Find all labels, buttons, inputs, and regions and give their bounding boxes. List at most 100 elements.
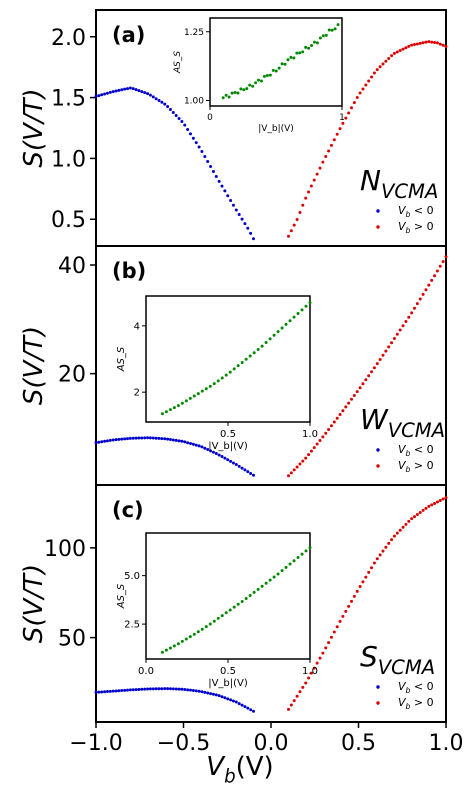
- inset-x-tick-label: 1.0: [302, 429, 318, 440]
- inset-data-point: [301, 50, 305, 54]
- inset-data-point: [264, 341, 268, 345]
- data-point-positive: [441, 43, 445, 47]
- data-point-negative: [217, 453, 221, 457]
- data-point-negative: [114, 438, 118, 442]
- y-tick-label: 20: [58, 363, 86, 388]
- data-point-positive: [418, 41, 422, 45]
- data-point-negative: [120, 689, 124, 693]
- data-point-negative: [226, 458, 230, 462]
- inset-data-point: [220, 614, 224, 618]
- data-point-positive: [392, 51, 396, 55]
- data-point-negative: [249, 708, 253, 712]
- data-point-positive: [324, 431, 328, 435]
- inset-data-point: [310, 43, 314, 47]
- inset-data-point: [227, 95, 231, 99]
- data-point-negative: [183, 687, 187, 691]
- data-point-negative: [160, 100, 164, 104]
- data-point-negative: [246, 226, 250, 230]
- inset-data-point: [292, 559, 296, 563]
- data-point-positive: [398, 49, 402, 53]
- data-point-positive: [435, 500, 439, 504]
- data-point-positive: [427, 40, 431, 44]
- data-point-positive: [370, 75, 374, 79]
- data-point-negative: [231, 699, 235, 703]
- data-point-negative: [140, 687, 144, 691]
- data-point-negative: [203, 446, 207, 450]
- data-point-negative: [194, 689, 198, 693]
- data-point-positive: [390, 538, 394, 542]
- inset-data-point: [160, 412, 164, 416]
- data-point-positive: [352, 594, 356, 598]
- data-point-negative: [240, 217, 244, 221]
- data-point-positive: [355, 95, 359, 99]
- legend-marker: [376, 685, 380, 689]
- data-point-positive: [358, 91, 362, 95]
- data-point-positive: [435, 41, 439, 45]
- data-point-positive: [292, 223, 296, 227]
- data-point-negative: [103, 92, 107, 96]
- data-point-positive: [329, 635, 333, 639]
- data-point-positive: [410, 311, 414, 315]
- inset-data-point: [216, 616, 220, 620]
- inset-y-tick-label: 2.5: [124, 620, 140, 631]
- data-point-positive: [307, 453, 311, 457]
- inset-data-point: [260, 344, 264, 348]
- data-point-negative: [140, 436, 144, 440]
- data-point-negative: [120, 88, 124, 92]
- y-tick-label: 1.5: [51, 87, 86, 112]
- data-point-negative: [148, 436, 152, 440]
- data-point-negative: [237, 702, 241, 706]
- data-point-positive: [415, 513, 419, 517]
- data-point-negative: [123, 688, 127, 692]
- data-point-positive: [404, 319, 408, 323]
- data-point-positive: [424, 506, 428, 510]
- data-point-negative: [94, 441, 98, 445]
- data-point-positive: [378, 553, 382, 557]
- data-point-positive: [392, 534, 396, 538]
- data-point-negative: [223, 456, 227, 460]
- inset-data-point: [172, 644, 176, 648]
- inset-data-point: [242, 88, 246, 92]
- inset-data-point: [212, 619, 216, 623]
- inset-y-axis-label: AS_S: [116, 346, 127, 372]
- inset-data-point: [298, 51, 302, 55]
- data-point-negative: [220, 455, 224, 459]
- data-point-negative: [137, 687, 141, 691]
- inset-data-point: [236, 91, 240, 95]
- inset-data-point: [330, 28, 334, 32]
- data-point-positive: [427, 283, 431, 287]
- data-point-positive: [292, 699, 296, 703]
- data-point-negative: [223, 696, 227, 700]
- data-point-negative: [180, 687, 184, 691]
- data-point-negative: [206, 448, 210, 452]
- data-point-negative: [126, 688, 129, 692]
- inset-data-point: [196, 630, 200, 634]
- data-point-negative: [243, 705, 247, 709]
- inset-data-point: [336, 23, 340, 27]
- inset-data-point: [240, 599, 244, 603]
- data-point-negative: [166, 687, 170, 691]
- data-point-positive: [424, 288, 428, 292]
- x-tick-label: −1.0: [69, 731, 122, 756]
- data-point-negative: [191, 689, 195, 693]
- data-point-negative: [126, 87, 129, 91]
- data-point-negative: [183, 123, 187, 127]
- inset-x-axis-label: |V_b|(V): [258, 124, 294, 134]
- data-point-negative: [160, 437, 164, 441]
- data-point-positive: [329, 424, 333, 428]
- data-point-negative: [154, 97, 158, 101]
- inset-data-point: [212, 382, 216, 386]
- inset-data-point: [236, 602, 240, 606]
- data-point-negative: [131, 436, 135, 440]
- data-point-negative: [143, 687, 147, 691]
- data-point-positive: [398, 328, 402, 332]
- data-point-positive: [301, 203, 305, 207]
- data-point-negative: [234, 463, 238, 467]
- inset-data-point: [272, 333, 276, 337]
- data-point-positive: [329, 143, 333, 147]
- data-point-negative: [177, 116, 181, 120]
- data-point-positive: [321, 651, 325, 655]
- inset-data-point: [307, 46, 311, 50]
- data-point-negative: [186, 127, 190, 131]
